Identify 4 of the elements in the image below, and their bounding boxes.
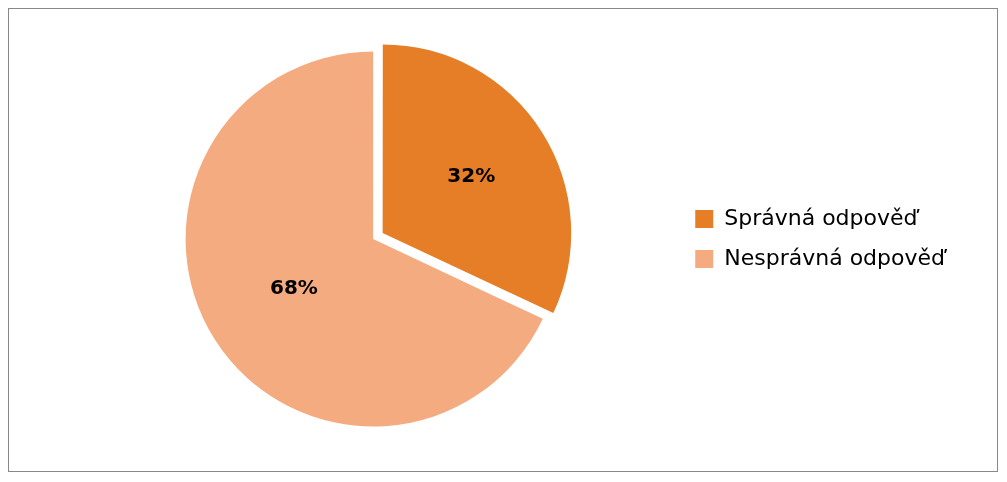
data-label: 68% xyxy=(270,275,318,300)
legend-label: Nesprávná odpověď xyxy=(724,244,949,270)
data-label: 32% xyxy=(447,162,496,187)
legend-label: Správná odpověď xyxy=(724,204,921,230)
